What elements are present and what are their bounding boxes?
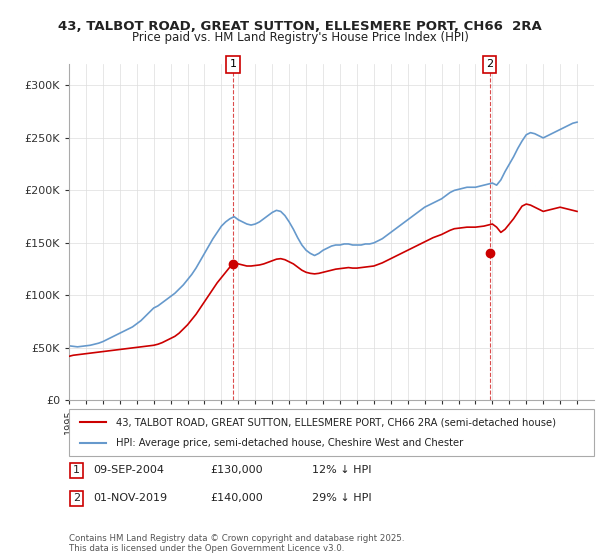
Text: HPI: Average price, semi-detached house, Cheshire West and Chester: HPI: Average price, semi-detached house,… [116, 438, 464, 448]
Text: 09-SEP-2004: 09-SEP-2004 [93, 465, 164, 475]
FancyBboxPatch shape [69, 409, 594, 456]
Text: 2: 2 [73, 493, 80, 503]
Text: 12% ↓ HPI: 12% ↓ HPI [312, 465, 371, 475]
Text: 01-NOV-2019: 01-NOV-2019 [93, 493, 167, 503]
FancyBboxPatch shape [70, 463, 83, 478]
Text: 2: 2 [486, 59, 493, 69]
Text: 1: 1 [73, 465, 80, 475]
Text: 43, TALBOT ROAD, GREAT SUTTON, ELLESMERE PORT, CH66 2RA (semi-detached house): 43, TALBOT ROAD, GREAT SUTTON, ELLESMERE… [116, 417, 556, 427]
Text: 43, TALBOT ROAD, GREAT SUTTON, ELLESMERE PORT, CH66  2RA: 43, TALBOT ROAD, GREAT SUTTON, ELLESMERE… [58, 20, 542, 32]
Text: £130,000: £130,000 [210, 465, 263, 475]
Text: £140,000: £140,000 [210, 493, 263, 503]
Text: Price paid vs. HM Land Registry's House Price Index (HPI): Price paid vs. HM Land Registry's House … [131, 31, 469, 44]
Text: 1: 1 [230, 59, 236, 69]
Text: Contains HM Land Registry data © Crown copyright and database right 2025.
This d: Contains HM Land Registry data © Crown c… [69, 534, 404, 553]
FancyBboxPatch shape [70, 491, 83, 506]
Text: 29% ↓ HPI: 29% ↓ HPI [312, 493, 371, 503]
